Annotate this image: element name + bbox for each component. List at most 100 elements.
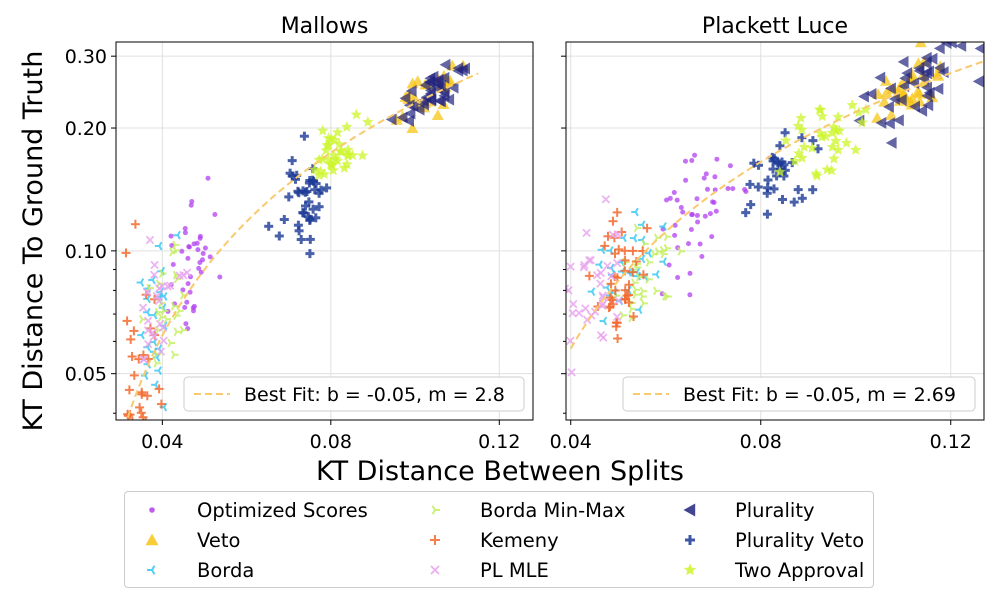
data-point — [152, 465, 161, 474]
data-point — [197, 260, 203, 265]
data-point — [617, 227, 627, 237]
data-point — [613, 334, 623, 343]
legend-label: Optimized Scores — [197, 498, 368, 522]
legend-item-borda-min-max: Borda Min-Max — [420, 496, 625, 524]
data-point — [629, 312, 638, 321]
data-point — [438, 89, 450, 102]
data-point — [972, 75, 984, 88]
data-point — [322, 153, 334, 165]
data-point — [727, 163, 733, 169]
data-point — [186, 244, 192, 250]
data-point — [157, 282, 167, 291]
data-point — [149, 507, 155, 513]
data-point — [584, 271, 594, 281]
data-point — [129, 370, 139, 380]
data-point — [154, 366, 162, 376]
x-tick-label: 0.04 — [550, 431, 592, 453]
data-point — [819, 130, 832, 142]
data-point — [856, 116, 868, 128]
panel-plackett-luce: Plackett Luce 0.04 0.08 0.12 Best Fit: b = -… — [550, 14, 985, 453]
data-point — [439, 58, 451, 71]
data-point — [664, 197, 669, 203]
data-point — [194, 240, 200, 246]
data-point — [341, 121, 353, 132]
data-point — [631, 257, 641, 266]
y-tick-label: 0.30 — [65, 46, 107, 68]
data-point — [773, 158, 783, 167]
data-point — [302, 187, 312, 196]
data-point — [599, 316, 608, 326]
data-point — [832, 111, 844, 122]
data-point — [632, 290, 641, 300]
data-point — [566, 284, 570, 293]
data-point — [195, 247, 201, 253]
data-point — [895, 94, 907, 106]
data-point — [322, 132, 335, 143]
data-point — [932, 82, 944, 95]
data-point — [341, 158, 353, 170]
legend-item-veto: Veto — [137, 526, 240, 554]
data-point — [136, 278, 145, 287]
data-point — [160, 306, 169, 316]
data-point — [885, 82, 896, 95]
data-point — [816, 110, 828, 122]
data-point — [566, 336, 575, 346]
data-point — [913, 64, 925, 77]
data-point — [145, 533, 159, 546]
data-point — [127, 352, 137, 361]
data-point — [156, 399, 166, 409]
legend-label: Borda Min-Max — [480, 498, 626, 522]
data-point — [311, 213, 321, 223]
data-point — [574, 308, 584, 318]
data-point — [569, 299, 578, 309]
data-point — [796, 123, 808, 135]
series-plurality — [385, 58, 470, 127]
data-point — [645, 257, 654, 267]
x-axis-label: KT Distance Between Splits — [316, 456, 684, 487]
data-point — [566, 286, 573, 295]
data-point — [663, 232, 672, 242]
data-point — [143, 288, 152, 297]
data-point — [284, 192, 294, 202]
data-point — [686, 241, 691, 247]
data-point — [628, 267, 638, 277]
data-point — [663, 243, 672, 253]
data-point — [601, 195, 611, 204]
data-point — [149, 270, 159, 280]
data-point — [638, 270, 648, 280]
data-point — [712, 174, 718, 180]
data-point — [901, 67, 913, 80]
data-point — [614, 296, 623, 305]
data-point — [122, 316, 132, 326]
data-point — [826, 126, 838, 138]
data-point — [832, 144, 844, 155]
data-point — [846, 99, 858, 110]
data-point — [385, 113, 397, 126]
data-point — [883, 100, 894, 113]
x-tick-label: 0.08 — [310, 431, 352, 453]
data-point — [608, 216, 618, 226]
scatter-points — [566, 42, 984, 377]
data-point — [152, 291, 162, 301]
data-point — [810, 167, 822, 179]
data-point — [830, 134, 842, 146]
data-point — [775, 141, 785, 151]
data-point — [327, 164, 339, 176]
data-point — [153, 358, 161, 368]
data-point — [154, 241, 163, 251]
data-point — [452, 62, 464, 75]
data-point — [933, 42, 945, 55]
data-point — [274, 231, 284, 241]
data-point — [134, 354, 144, 364]
data-point — [182, 226, 188, 231]
data-point — [672, 222, 678, 228]
axes-frame — [115, 41, 534, 421]
axes-frame — [565, 41, 985, 421]
data-point — [173, 230, 181, 240]
data-point — [685, 535, 695, 545]
data-point — [328, 149, 340, 161]
legend-item-pl-mle: PL MLE — [420, 556, 549, 584]
data-point — [620, 255, 630, 265]
data-point — [694, 196, 700, 202]
